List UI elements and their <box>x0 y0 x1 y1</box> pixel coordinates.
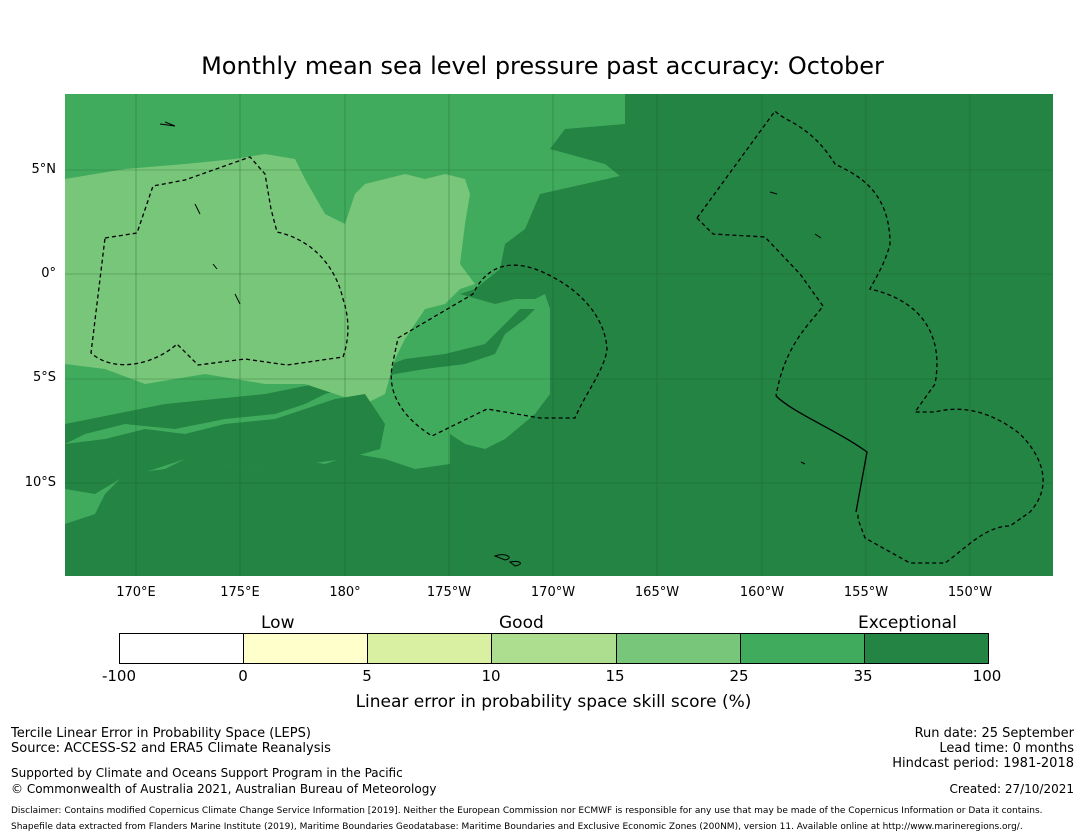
colorbar-tick: 15 <box>605 667 625 685</box>
category-exceptional: Exceptional <box>858 613 957 633</box>
colorbar-tick: 0 <box>238 667 248 685</box>
lon-label: 175°E <box>220 585 260 600</box>
colorbar-tick: 25 <box>729 667 749 685</box>
disclaimer-shapefile: Shapefile data extracted from Flanders M… <box>11 822 1023 832</box>
graticule <box>65 94 1053 576</box>
colorbar-tick: 100 <box>972 667 1002 685</box>
colorbar-segment <box>244 634 369 663</box>
map-svg <box>65 94 1053 576</box>
colorbar-tick: 5 <box>362 667 372 685</box>
solid-boundary <box>775 395 868 513</box>
good-upper-region <box>65 94 225 159</box>
exceptional-lower-left <box>65 394 385 494</box>
colorbar-segment <box>740 634 865 663</box>
lat-label: 5°N <box>31 162 57 177</box>
lon-label: 155°W <box>843 585 889 600</box>
created-date: Created: 27/10/2021 <box>949 782 1074 796</box>
eez-boundary-link <box>696 217 824 397</box>
colorbar-segment <box>616 634 741 663</box>
colorbar-tick: 35 <box>853 667 873 685</box>
good-light-region <box>65 154 475 404</box>
lat-label: 10°S <box>24 475 56 490</box>
colorbar-segment <box>120 634 245 663</box>
colorbar-tick: -100 <box>101 667 137 685</box>
colorbar-segment <box>864 634 988 663</box>
chart-title: Monthly mean sea level pressure past acc… <box>201 52 884 80</box>
colorbar-tick: 10 <box>481 667 501 685</box>
lon-label: 160°W <box>739 585 785 600</box>
support-text: Supported by Climate and Oceans Support … <box>11 766 403 780</box>
islands <box>159 121 822 567</box>
disclaimer-copernicus: Disclaimer: Contains modified Copernicus… <box>11 806 1043 816</box>
colorbar-segment <box>492 634 617 663</box>
lon-label: 170°W <box>530 585 576 600</box>
source-text: Source: ACCESS-S2 and ERA5 Climate Reana… <box>11 741 331 756</box>
category-low: Low <box>261 613 295 633</box>
copyright-text: © Commonwealth of Australia 2021, Austra… <box>11 782 437 796</box>
lon-label: 170°E <box>116 585 156 600</box>
skill-map <box>65 94 1053 576</box>
lat-label: 5°S <box>32 370 56 385</box>
lat-label: 0° <box>41 266 56 281</box>
lon-label: 175°W <box>426 585 472 600</box>
method-text: Tercile Linear Error in Probability Spac… <box>11 726 311 741</box>
eez-boundaries <box>90 109 1044 564</box>
hindcast-period: Hindcast period: 1981-2018 <box>892 756 1074 771</box>
lon-label: 150°W <box>947 585 993 600</box>
category-good: Good <box>499 613 544 633</box>
lead-time: Lead time: 0 months <box>939 741 1074 756</box>
lon-label: 180° <box>329 585 361 600</box>
colorbar <box>119 633 989 664</box>
colorbar-segment <box>368 634 493 663</box>
lon-label: 165°W <box>634 585 680 600</box>
colorbar-label: Linear error in probability space skill … <box>355 692 752 712</box>
run-date: Run date: 25 September <box>914 726 1074 741</box>
